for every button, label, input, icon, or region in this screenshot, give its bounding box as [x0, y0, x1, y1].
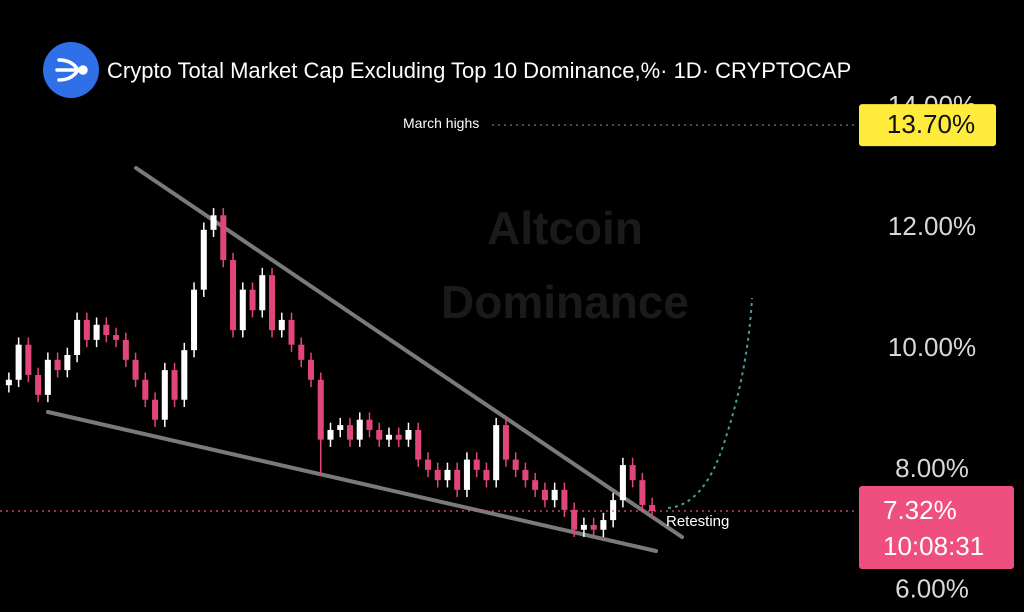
candle-body: [356, 419, 363, 440]
candle-body: [610, 500, 617, 521]
price-tag-label: 7.32%: [883, 495, 957, 525]
candle-body: [463, 459, 470, 490]
candle-body: [483, 469, 490, 481]
candle-body: [142, 379, 149, 400]
candle-body: [64, 354, 71, 371]
candle-body: [376, 429, 383, 440]
watermark: Altcoin: [487, 202, 643, 254]
lower-trendline: [46, 410, 658, 553]
candle-body: [317, 379, 324, 440]
candle-body: [561, 489, 568, 510]
candle-body: [74, 319, 81, 355]
candle-body: [590, 524, 597, 530]
candle-body: [649, 504, 656, 512]
candle-body: [444, 469, 451, 481]
march-highs-tag: [859, 104, 996, 147]
candle-body: [200, 229, 207, 290]
candle-body: [5, 379, 12, 386]
candle-body: [473, 459, 480, 470]
candle-body: [249, 289, 256, 311]
candle-body: [327, 429, 334, 440]
candle-body: [522, 469, 529, 481]
candle-body: [83, 319, 90, 340]
candle-body: [337, 425, 344, 430]
chart-title: Crypto Total Market Cap Excluding Top 10…: [107, 58, 851, 83]
candle-body: [600, 520, 607, 530]
candle-body: [44, 359, 51, 395]
annotation: Retesting: [666, 513, 729, 530]
candle-body: [571, 509, 578, 530]
candle-body: [395, 434, 402, 440]
candle-body: [512, 459, 519, 470]
candle-body: [639, 480, 646, 505]
candle-body: [15, 344, 22, 380]
march-highs-tag-label: 13.70%: [887, 109, 975, 139]
candle-body: [580, 524, 587, 530]
price-tag: [859, 486, 1014, 570]
candle-body: [122, 339, 129, 360]
candle-body: [93, 324, 100, 340]
y-tick-label: 10.00%: [888, 332, 976, 362]
candle-body: [346, 425, 354, 440]
candle-body: [132, 359, 139, 380]
candle-body: [269, 275, 276, 331]
candle-body: [230, 260, 237, 331]
overlay: March highs 13.70% 7.32% 10:08:31: [0, 104, 1014, 570]
y-tick-label: 8.00%: [895, 453, 969, 483]
candle-body: [366, 419, 373, 430]
candle-body: [493, 425, 500, 481]
candle-body: [220, 215, 227, 261]
candles: [5, 208, 656, 538]
upper-trendline: [134, 166, 684, 539]
projection-curve: [667, 297, 753, 509]
candle-body: [113, 335, 120, 340]
candle-body: [288, 319, 295, 345]
candle-body: [161, 370, 168, 420]
candle-body: [35, 374, 42, 395]
candle-body: [191, 289, 198, 351]
candle-body: [171, 370, 178, 400]
logo-icon: [55, 58, 88, 82]
candle-body: [619, 465, 626, 501]
march-highs-label: March highs: [403, 115, 479, 131]
candle-body: [532, 480, 539, 490]
candle-body: [152, 399, 159, 420]
candle-body: [278, 319, 285, 331]
watermark: Dominance: [441, 276, 689, 328]
candle-body: [424, 459, 431, 470]
countdown: 10:08:31: [883, 531, 984, 561]
candle-body: [434, 469, 441, 481]
candle-body: [629, 465, 636, 481]
candle-body: [181, 350, 188, 400]
candle-body: [259, 275, 266, 311]
candle-body: [25, 344, 32, 375]
candle-body: [385, 434, 392, 440]
y-tick-label: 6.00%: [895, 574, 969, 604]
candle-body: [502, 425, 509, 460]
candle-body: [454, 469, 461, 490]
candle-body: [103, 324, 110, 336]
candle-body: [239, 289, 246, 331]
header: Crypto Total Market Cap Excluding Top 10…: [43, 42, 851, 98]
candle-body: [405, 429, 412, 440]
candle-body: [298, 344, 305, 360]
candle-body: [307, 359, 315, 380]
candle-body: [210, 215, 217, 230]
trendlines: [46, 166, 684, 553]
candle-body: [541, 489, 548, 501]
candle-body: [551, 489, 558, 501]
y-tick-label: 12.00%: [888, 211, 976, 241]
candle-body: [415, 429, 422, 460]
candle-body: [54, 359, 61, 371]
